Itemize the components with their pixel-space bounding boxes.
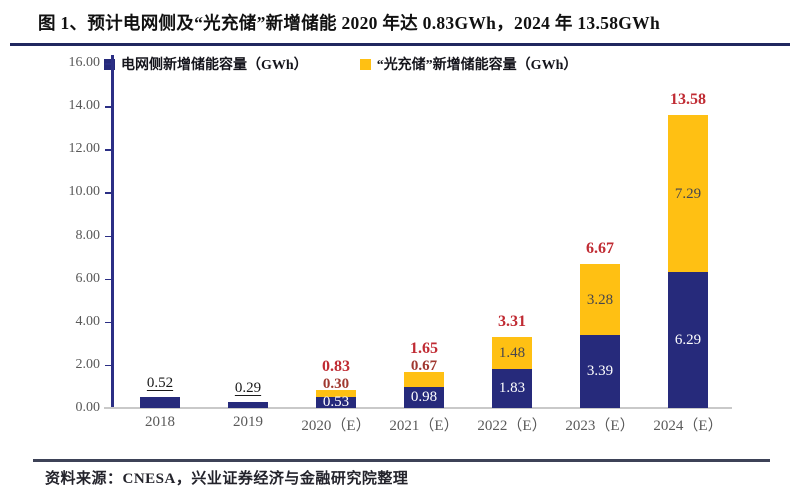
bar-segment-grid — [668, 272, 708, 408]
total-label: 0.52 — [146, 374, 174, 391]
legend-swatch-orange-icon — [359, 58, 371, 70]
x-category-label: 2020（E） — [301, 418, 371, 434]
bar-segment-grid — [140, 396, 180, 408]
value-label-grid: 0.98 — [410, 389, 438, 406]
plot-area: 0.52 0.29 0.53 0.30 0.83 0.98 0.67 1.65 1.83 1.48… — [116, 63, 732, 411]
x-category-label: 2022（E） — [477, 418, 547, 434]
y-tick-label: 10.00 — [68, 184, 101, 200]
y-tick-label: 6.00 — [75, 270, 101, 286]
x-category-label: 2024（E） — [653, 418, 723, 434]
y-tick-label: 12.00 — [68, 141, 101, 157]
figure-title: 图 1、预计电网侧及“光充储”新增储能 2020 年达 0.83GWh，2024… — [10, 6, 790, 46]
bar-slot: 0.52 — [116, 63, 204, 408]
bar-segment-grid — [404, 386, 444, 408]
y-tick-label: 2.00 — [75, 356, 101, 372]
bar-slot: 0.29 — [204, 63, 292, 408]
bar-segment-grid — [492, 368, 532, 408]
total-label: 3.31 — [498, 312, 526, 330]
bar-slot: 1.83 1.48 3.31 — [468, 63, 556, 408]
y-tick-label: 4.00 — [75, 313, 101, 329]
x-axis-labels: 2018 2019 2020（E） 2021（E） 2022（E） 2023（E） 2024… — [116, 414, 732, 435]
y-axis-tick — [105, 278, 112, 281]
y-tick-label: 14.00 — [68, 98, 101, 114]
bar-segment-pv — [492, 336, 532, 369]
bar-slot: 0.98 0.67 1.65 — [380, 63, 468, 408]
source-divider — [33, 459, 770, 462]
x-category-label: 2021（E） — [389, 418, 459, 434]
value-label-grid: 3.39 — [586, 363, 614, 380]
total-label: 1.65 — [410, 340, 438, 358]
legend-label-grid-series: 电网侧新增储能容量（GWh） — [121, 58, 308, 73]
value-label-pv: 0.30 — [322, 376, 350, 393]
value-label-pv: 1.48 — [498, 344, 526, 361]
bar-slot: 0.53 0.30 0.83 — [292, 63, 380, 411]
value-label-grid: 0.53 — [322, 394, 350, 411]
bar-slot: 3.39 3.28 6.67 — [556, 63, 644, 408]
y-axis-tick — [105, 364, 112, 367]
bar-segment-pv — [404, 372, 444, 387]
value-label-grid: 1.83 — [498, 380, 526, 397]
y-axis-tick — [105, 321, 112, 324]
bar-segment-grid — [580, 334, 620, 408]
bar-slot: 6.29 7.29 13.58 — [644, 63, 732, 408]
total-label: 0.83 — [322, 358, 350, 376]
bar-segment-pv — [316, 390, 356, 397]
value-label-pv: 3.28 — [586, 291, 614, 308]
legend-label-pv-series: “光充储”新增储能容量（GWh） — [376, 58, 578, 73]
source-note: 资料来源：CNESA，兴业证券经济与金融研究院整理 — [45, 471, 409, 487]
x-category-label: 2018 — [145, 414, 175, 430]
y-axis-line — [111, 55, 114, 408]
value-label-grid: 6.29 — [674, 332, 702, 349]
y-axis-tick — [105, 192, 112, 194]
value-label-pv: 0.67 — [410, 358, 438, 375]
y-tick-label: 8.00 — [75, 227, 101, 243]
bar-segment-grid — [228, 401, 268, 408]
x-category-label: 2023（E） — [565, 418, 635, 434]
total-label: 13.58 — [670, 91, 706, 109]
y-axis-tick — [105, 63, 112, 65]
total-label: 0.29 — [234, 379, 262, 396]
x-category-label: 2019 — [233, 414, 263, 430]
total-label: 6.67 — [586, 240, 614, 258]
value-label-pv: 7.29 — [674, 185, 702, 202]
bar-segment-pv — [580, 264, 620, 335]
y-axis-tick — [105, 235, 112, 237]
bar-segment-pv — [668, 115, 708, 273]
bar-segment-grid — [316, 396, 356, 408]
y-tick-label: 0.00 — [75, 400, 101, 415]
y-axis-tick — [105, 149, 112, 151]
y-tick-label: 16.00 — [68, 55, 101, 70]
y-axis-tick — [105, 106, 112, 108]
chart-legend: 电网侧新增储能容量（GWh） “光充储”新增储能容量（GWh） — [104, 54, 577, 74]
legend-item-pv-series: “光充储”新增储能容量（GWh） — [359, 54, 578, 74]
